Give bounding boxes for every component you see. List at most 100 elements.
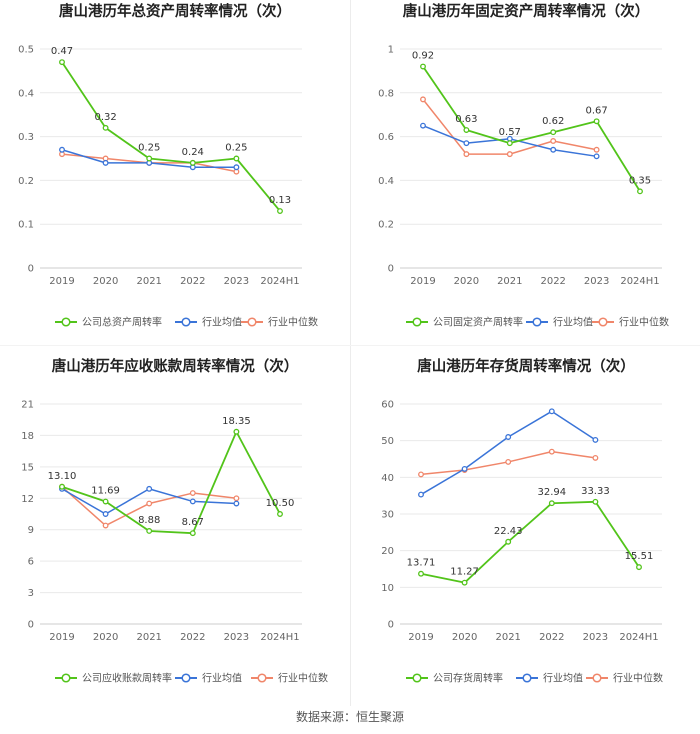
data-point-company	[636, 564, 642, 571]
data-point-company	[461, 579, 468, 586]
data-point-industry_median	[420, 96, 426, 103]
data-point-industry_avg	[461, 465, 468, 472]
data-point-company	[506, 140, 513, 147]
legend-label: 行业均值	[202, 672, 242, 685]
legend-swatch-marker	[522, 673, 532, 683]
x-tick-label: 2021	[136, 632, 161, 643]
y-tick-label: 0.4	[378, 176, 394, 187]
chart-panel-3: 唐山港历年应收账款周转率情况（次） 0 3 6 9 12 15 18 21 2019 2020 202…	[21, 357, 328, 685]
chart-title: 唐山港历年应收账款周转率情况（次）	[52, 357, 299, 375]
legend-swatch-marker	[532, 317, 542, 327]
y-tick-label: 0.2	[18, 176, 34, 187]
y-tick-label: 50	[381, 436, 394, 447]
legend-label: 行业中位数	[613, 672, 663, 685]
legend-item-industry_avg: 行业均值	[175, 672, 242, 685]
x-tick-label: 2019	[410, 276, 435, 287]
data-label: 15.51	[625, 551, 654, 562]
data-point-industry_median	[189, 490, 196, 496]
panel-divider-horizontal	[0, 345, 700, 346]
chart-title: 唐山港历年固定资产周转率情况（次）	[403, 2, 650, 20]
data-point-company	[102, 124, 109, 131]
x-tick-label: 2023	[584, 276, 609, 287]
data-point-industry_avg	[593, 153, 600, 160]
data-point-industry_avg	[233, 164, 240, 171]
data-point-company	[277, 208, 283, 215]
data-point-industry_avg	[233, 500, 240, 507]
legend-item-industry_avg: 行业均值	[175, 316, 242, 329]
legend-item-company: 公司应收账款周转率	[55, 672, 172, 685]
legend-label: 行业均值	[543, 672, 583, 685]
x-tick-label: 2020	[452, 632, 477, 643]
legend-label: 行业中位数	[278, 672, 328, 685]
data-point-industry_avg	[592, 436, 599, 443]
data-point-industry_median	[146, 500, 153, 507]
data-label: 33.33	[581, 486, 610, 497]
data-point-industry_avg	[59, 146, 65, 153]
legend-label: 公司固定资产周转率	[433, 316, 523, 329]
data-label: 0.92	[412, 51, 434, 62]
data-label: 0.67	[585, 105, 607, 116]
legend-swatch-marker	[412, 673, 422, 683]
series-line-company	[420, 500, 640, 584]
y-tick-label: 0.1	[18, 220, 34, 231]
data-point-company	[59, 483, 65, 490]
data-label: 8.88	[138, 515, 160, 526]
data-point-industry_median	[463, 151, 470, 158]
data-point-industry_avg	[420, 122, 426, 129]
y-tick-label: 0	[28, 620, 34, 631]
legend-label: 行业中位数	[268, 316, 318, 329]
data-label: 0.35	[629, 175, 651, 186]
data-label: 10.50	[266, 498, 295, 509]
legend-swatch-marker	[598, 317, 608, 327]
data-point-company	[505, 538, 512, 545]
data-point-industry_avg	[189, 498, 196, 505]
x-tick-label: 2023	[224, 276, 249, 287]
legend-swatch-marker	[592, 673, 602, 683]
data-point-industry_median	[233, 495, 240, 502]
data-point-industry_median	[418, 471, 424, 478]
legend-item-industry_median: 行业中位数	[241, 316, 318, 329]
data-point-company	[550, 129, 557, 136]
data-point-company	[102, 498, 109, 505]
legend-label: 行业均值	[202, 316, 242, 329]
data-label: 0.47	[51, 46, 73, 57]
x-tick-label: 2020	[93, 632, 118, 643]
y-tick-label: 0.4	[18, 88, 34, 99]
data-point-company	[637, 188, 643, 195]
x-tick-label: 2019	[49, 276, 74, 287]
y-tick-label: 12	[21, 494, 34, 505]
y-tick-label: 60	[381, 400, 394, 411]
chart-panel-4: 唐山港历年存货周转率情况（次） 0 10 20 30 40 50 60 2019 2020 2021…	[381, 357, 663, 685]
legend-item-company: 公司总资产周转率	[55, 316, 162, 329]
legend-swatch-marker	[412, 317, 422, 327]
legend-item-company: 公司固定资产周转率	[406, 316, 523, 329]
x-tick-label: 2019	[49, 632, 74, 643]
data-point-company	[277, 511, 283, 517]
data-label: 22.43	[494, 526, 523, 537]
data-point-company	[593, 118, 600, 125]
x-tick-label: 2024H1	[620, 276, 659, 287]
data-label: 8.67	[182, 517, 204, 528]
x-tick-label: 2024H1	[260, 276, 299, 287]
y-tick-label: 0	[388, 264, 394, 275]
legend-swatch-marker	[181, 317, 191, 327]
data-label: 13.10	[48, 471, 77, 482]
series-line-company	[61, 430, 281, 535]
data-point-industry_median	[593, 146, 600, 153]
data-source-note: 数据来源：恒生聚源	[295, 710, 404, 724]
y-tick-label: 3	[28, 588, 34, 599]
legend-label: 行业均值	[553, 316, 593, 329]
legend-label: 公司存货周转率	[433, 672, 503, 685]
legend-swatch-marker	[257, 673, 267, 683]
x-tick-label: 2021	[497, 276, 522, 287]
y-tick-label: 21	[21, 400, 34, 411]
y-tick-label: 40	[381, 473, 394, 484]
x-tick-label: 2022	[539, 632, 564, 643]
x-tick-label: 2020	[454, 276, 479, 287]
chart-title: 唐山港历年存货周转率情况（次）	[417, 357, 635, 375]
data-label: 18.35	[222, 416, 251, 427]
data-point-company	[146, 528, 153, 534]
data-point-industry_median	[505, 458, 512, 465]
legend-label: 行业中位数	[619, 316, 669, 329]
x-tick-label: 2021	[136, 276, 161, 287]
